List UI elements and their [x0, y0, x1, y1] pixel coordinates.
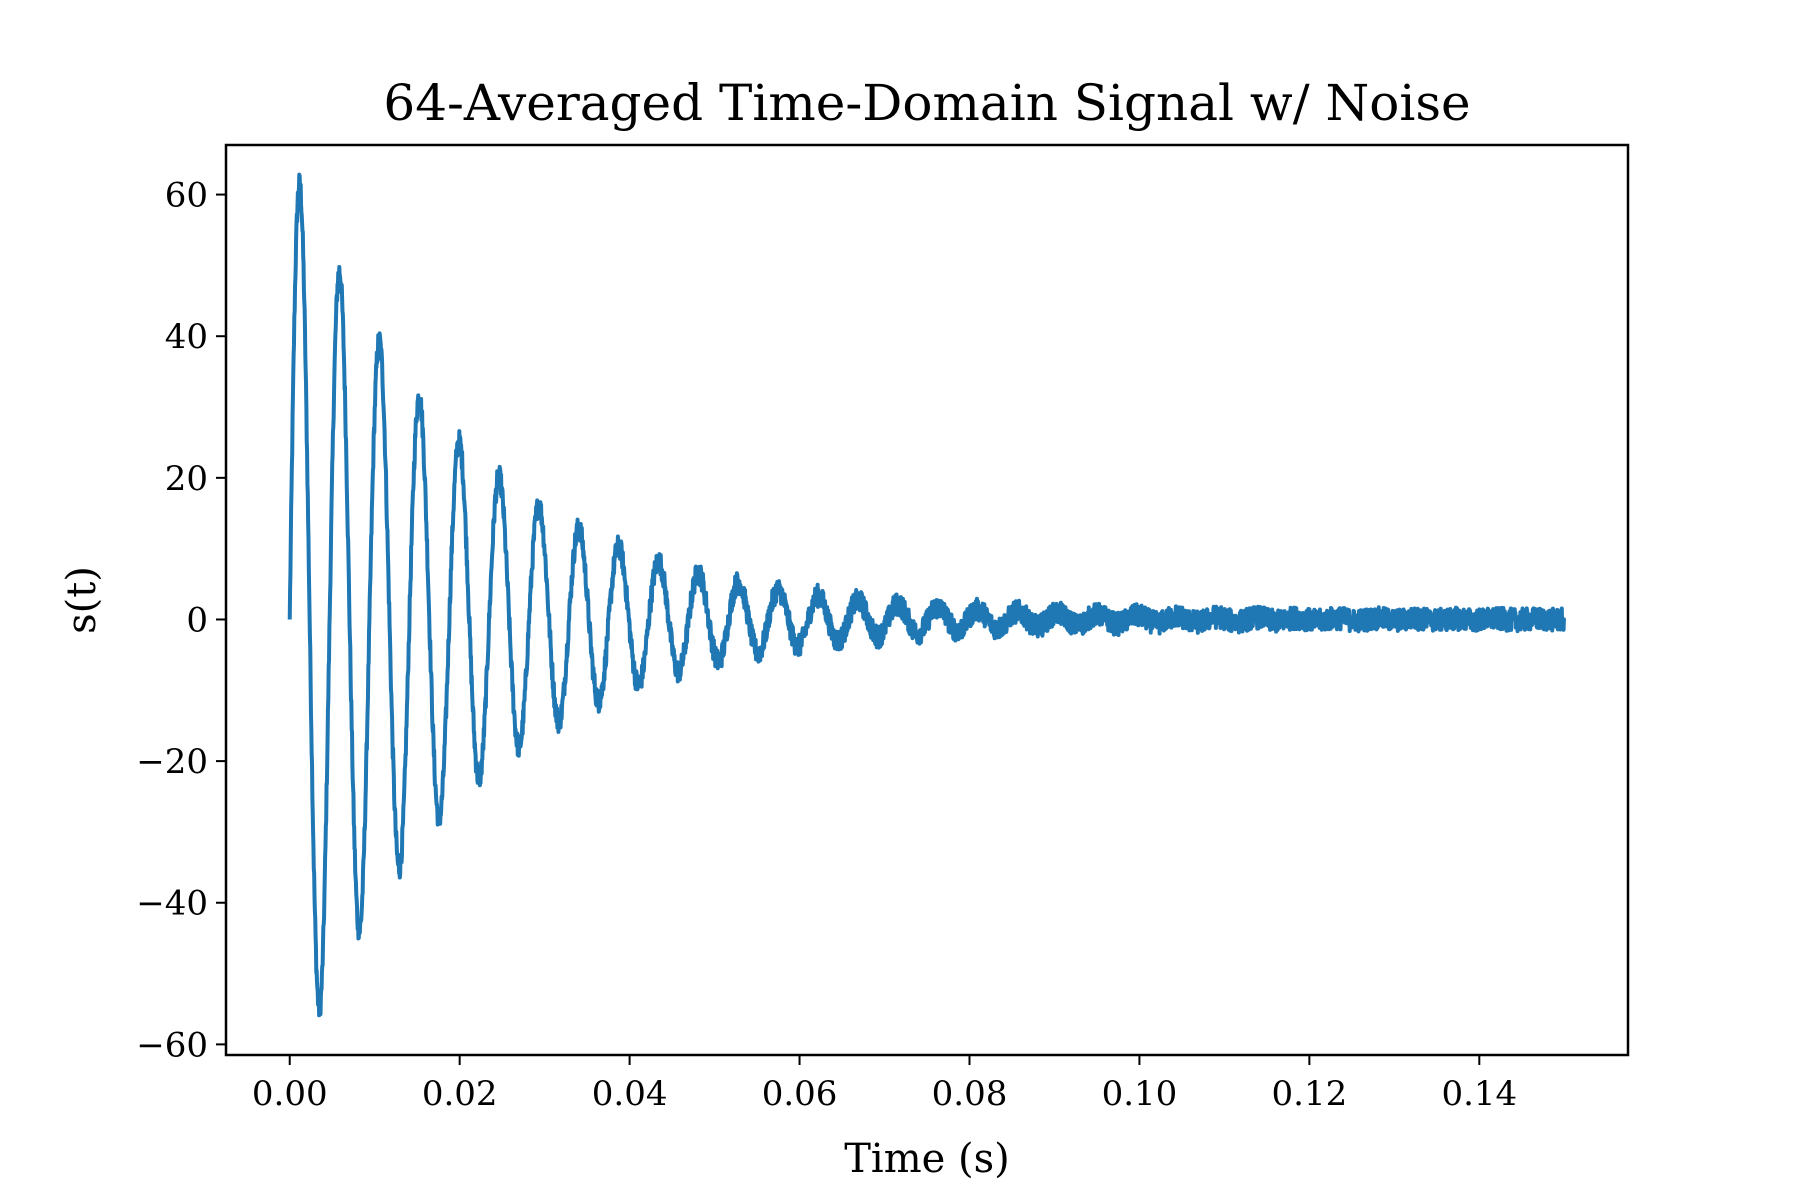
chart-title: 64-Averaged Time-Domain Signal w/ Noise — [383, 74, 1470, 132]
signal-series — [287, 172, 1567, 1018]
y-tick-label: 40 — [165, 317, 208, 357]
x-tick-label: 0.02 — [422, 1074, 498, 1114]
y-tick-label: 20 — [165, 459, 208, 499]
plot-frame — [224, 143, 1630, 1057]
x-tick-label: 0.12 — [1272, 1074, 1348, 1114]
x-axis-label: Time (s) — [844, 1136, 1010, 1182]
y-tick-label: 60 — [165, 176, 208, 216]
y-tick-label: −40 — [136, 884, 208, 924]
x-tick-label: 0.04 — [592, 1074, 668, 1114]
x-tick-label: 0.06 — [762, 1074, 838, 1114]
y-tick-label: −20 — [136, 742, 208, 782]
signal-line — [287, 172, 1567, 1018]
x-tick-label: 0.08 — [932, 1074, 1008, 1114]
y-axis-ticks: −60 −40 −20 0 20 40 60 — [136, 176, 226, 1065]
x-tick-label: 0.14 — [1441, 1074, 1517, 1114]
x-tick-label: 0.00 — [252, 1074, 328, 1114]
y-axis-label: s(t) — [59, 566, 105, 634]
y-tick-label: −60 — [136, 1025, 208, 1065]
y-tick-label: 0 — [186, 600, 208, 640]
x-tick-label: 0.10 — [1102, 1074, 1178, 1114]
x-axis-ticks: 0.00 0.02 0.04 0.06 0.08 0.10 0.12 0.14 — [252, 1055, 1517, 1114]
